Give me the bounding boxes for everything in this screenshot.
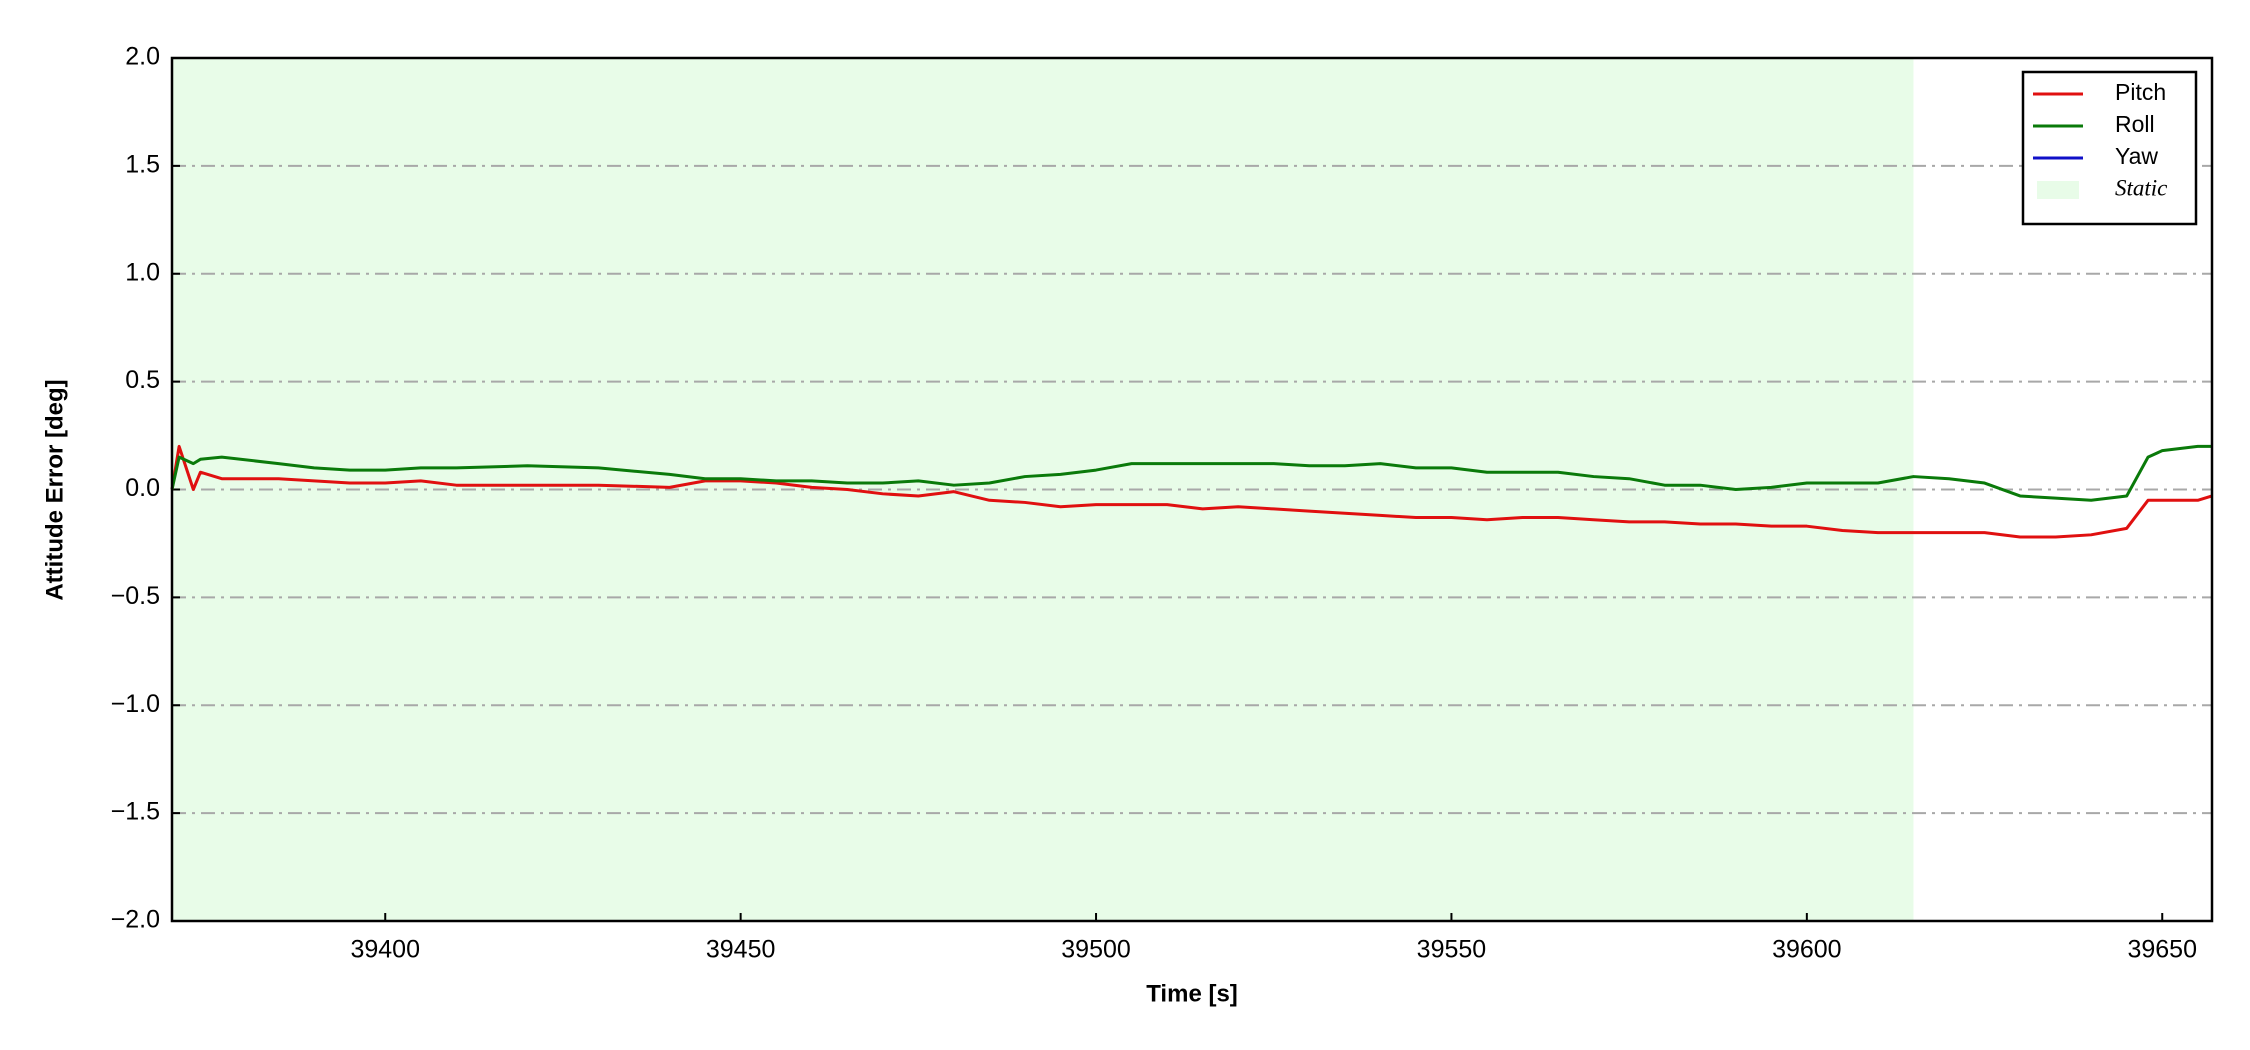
y-tick-label: 1.0 [125, 258, 160, 286]
legend-label: Roll [2115, 111, 2155, 137]
x-tick-label: 39500 [1061, 936, 1131, 964]
y-tick-label: 1.5 [125, 150, 160, 178]
y-tick-label: 2.0 [125, 43, 160, 71]
y-tick-label: 0.0 [125, 474, 160, 502]
x-tick-label: 39650 [2127, 936, 2197, 964]
series-line [170, 444, 2213, 539]
y-tick-label: −1.0 [111, 690, 160, 718]
x-tick-label: 39600 [1772, 936, 1842, 964]
x-tick-label: 39550 [1417, 936, 1487, 964]
legend-label: Static [2115, 175, 2167, 200]
x-tick-label: 39450 [706, 936, 776, 964]
plot-frame [170, 56, 2214, 923]
legend-label: Pitch [2115, 79, 2166, 105]
y-tick-label: 0.5 [125, 366, 160, 394]
y-tick-label: −2.0 [111, 906, 160, 934]
series-line [170, 444, 2212, 502]
legend-label: Yaw [2115, 143, 2158, 169]
x-tick-label: 39400 [350, 936, 420, 964]
y-tick-label: −0.5 [111, 582, 160, 610]
y-tick-label: −1.5 [111, 798, 160, 826]
y-axis-title: Attitude Error [deg] [41, 379, 68, 600]
legend-swatch [2037, 181, 2079, 199]
x-axis-title: Time [s] [1146, 980, 1238, 1007]
